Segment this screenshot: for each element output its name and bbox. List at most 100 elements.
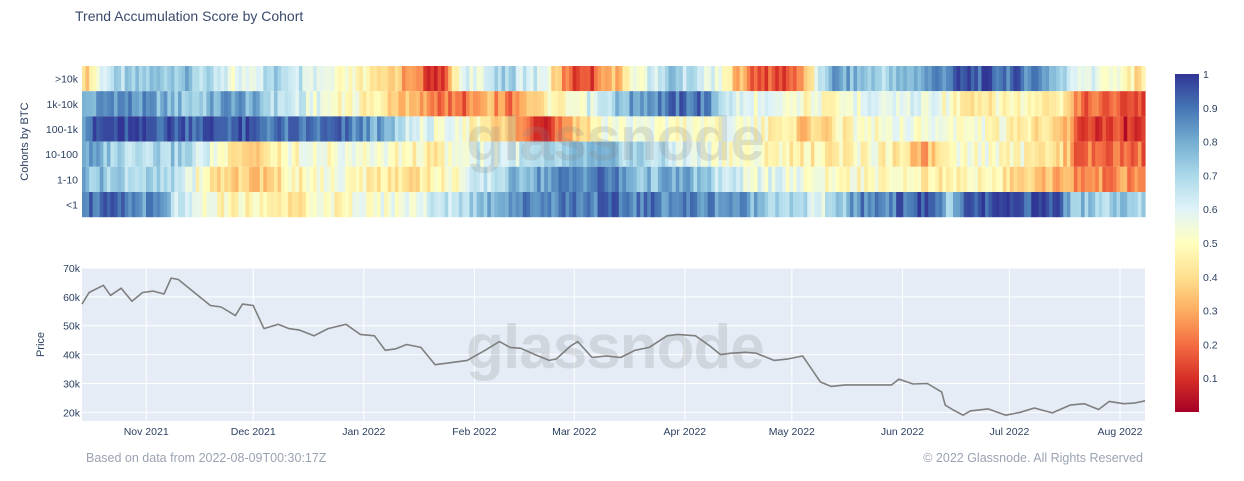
heatmap-cell[interactable] bbox=[725, 166, 730, 192]
heatmap-cell[interactable] bbox=[622, 91, 627, 117]
heatmap-cell[interactable] bbox=[1049, 166, 1054, 192]
heatmap-cell[interactable] bbox=[1027, 192, 1032, 218]
heatmap-cell[interactable] bbox=[871, 66, 876, 92]
heatmap-cell[interactable] bbox=[977, 116, 983, 142]
heatmap-cell[interactable] bbox=[1056, 116, 1061, 142]
heatmap-cell[interactable] bbox=[114, 166, 119, 192]
heatmap-cell[interactable] bbox=[149, 166, 154, 192]
heatmap-cell[interactable] bbox=[142, 192, 147, 218]
heatmap-cell[interactable] bbox=[693, 66, 698, 92]
heatmap-cell[interactable] bbox=[768, 166, 773, 192]
heatmap-cell[interactable] bbox=[1102, 66, 1107, 92]
heatmap-cell[interactable] bbox=[867, 141, 872, 167]
heatmap-cell[interactable] bbox=[249, 166, 254, 192]
heatmap-cell[interactable] bbox=[828, 192, 833, 218]
heatmap-cell[interactable] bbox=[209, 91, 215, 117]
heatmap-cell[interactable] bbox=[849, 192, 855, 218]
heatmap-cell[interactable] bbox=[1077, 141, 1082, 167]
heatmap-cell[interactable] bbox=[124, 66, 129, 92]
heatmap-cell[interactable] bbox=[650, 116, 655, 142]
heatmap-cell[interactable] bbox=[465, 66, 471, 92]
heatmap-cell[interactable] bbox=[252, 66, 257, 92]
heatmap-cell[interactable] bbox=[213, 166, 218, 192]
heatmap-cell[interactable] bbox=[960, 192, 965, 218]
heatmap-cell[interactable] bbox=[746, 166, 751, 192]
heatmap-cell[interactable] bbox=[327, 91, 332, 117]
heatmap-cell[interactable] bbox=[288, 116, 293, 142]
heatmap-cell[interactable] bbox=[537, 192, 542, 218]
heatmap-cell[interactable] bbox=[633, 91, 638, 117]
heatmap-cell[interactable] bbox=[270, 116, 275, 142]
heatmap-cell[interactable] bbox=[1041, 91, 1047, 117]
heatmap-cell[interactable] bbox=[96, 141, 101, 167]
heatmap-cell[interactable] bbox=[775, 166, 780, 192]
heatmap-cell[interactable] bbox=[810, 192, 815, 218]
heatmap-cell[interactable] bbox=[199, 141, 204, 167]
heatmap-cell[interactable] bbox=[576, 66, 581, 92]
heatmap-cell[interactable] bbox=[135, 91, 140, 117]
heatmap-cell[interactable] bbox=[362, 66, 368, 92]
heatmap-cell[interactable] bbox=[949, 141, 954, 167]
heatmap-cell[interactable] bbox=[430, 166, 435, 192]
heatmap-cell[interactable] bbox=[515, 166, 520, 192]
heatmap-cell[interactable] bbox=[138, 116, 144, 142]
heatmap-cell[interactable] bbox=[462, 141, 467, 167]
heatmap-cell[interactable] bbox=[1137, 66, 1143, 92]
heatmap-cell[interactable] bbox=[842, 166, 847, 192]
heatmap-cell[interactable] bbox=[533, 66, 538, 92]
heatmap-cell[interactable] bbox=[281, 141, 286, 167]
heatmap-cell[interactable] bbox=[181, 192, 186, 218]
heatmap-cell[interactable] bbox=[590, 166, 595, 192]
heatmap-cell[interactable] bbox=[465, 91, 471, 117]
heatmap-cell[interactable] bbox=[448, 166, 453, 192]
heatmap-cell[interactable] bbox=[455, 91, 460, 117]
heatmap-cell[interactable] bbox=[977, 66, 983, 92]
heatmap-cell[interactable] bbox=[288, 91, 293, 117]
heatmap-cell[interactable] bbox=[213, 141, 218, 167]
heatmap-cell[interactable] bbox=[320, 66, 325, 92]
heatmap-cell[interactable] bbox=[643, 192, 648, 218]
heatmap-cell[interactable] bbox=[1091, 91, 1096, 117]
heatmap-cell[interactable] bbox=[1041, 192, 1047, 218]
heatmap-cell[interactable] bbox=[291, 116, 296, 142]
heatmap-cell[interactable] bbox=[1034, 116, 1039, 142]
heatmap-cell[interactable] bbox=[270, 141, 275, 167]
heatmap-cell[interactable] bbox=[590, 141, 595, 167]
heatmap-cell[interactable] bbox=[1002, 192, 1007, 218]
heatmap-cell[interactable] bbox=[736, 91, 741, 117]
heatmap-cell[interactable] bbox=[551, 192, 556, 218]
heatmap-cell[interactable] bbox=[224, 91, 229, 117]
heatmap-cell[interactable] bbox=[817, 66, 823, 92]
heatmap-cell[interactable] bbox=[1020, 166, 1025, 192]
heatmap-cell[interactable] bbox=[860, 141, 865, 167]
heatmap-cell[interactable] bbox=[391, 66, 396, 92]
heatmap-cell[interactable] bbox=[515, 141, 520, 167]
heatmap-cell[interactable] bbox=[853, 192, 858, 218]
heatmap-cell[interactable] bbox=[1020, 66, 1025, 92]
heatmap-cell[interactable] bbox=[771, 192, 776, 218]
heatmap-cell[interactable] bbox=[611, 192, 616, 218]
heatmap-cell[interactable] bbox=[1141, 141, 1146, 167]
heatmap-cell[interactable] bbox=[238, 141, 243, 167]
heatmap-cell[interactable] bbox=[1091, 116, 1096, 142]
heatmap-cell[interactable] bbox=[249, 141, 254, 167]
heatmap-cell[interactable] bbox=[352, 166, 357, 192]
heatmap-cell[interactable] bbox=[860, 66, 865, 92]
heatmap-cell[interactable] bbox=[892, 116, 897, 142]
heatmap-cell[interactable] bbox=[885, 141, 890, 167]
heatmap-cell[interactable] bbox=[512, 66, 517, 92]
heatmap-cell[interactable] bbox=[739, 192, 744, 218]
heatmap-cell[interactable] bbox=[384, 192, 389, 218]
heatmap-cell[interactable] bbox=[327, 166, 332, 192]
heatmap-cell[interactable] bbox=[160, 166, 165, 192]
heatmap-cell[interactable] bbox=[778, 141, 783, 167]
heatmap-cell[interactable] bbox=[238, 116, 243, 142]
heatmap-cell[interactable] bbox=[995, 91, 1000, 117]
heatmap-cell[interactable] bbox=[195, 66, 200, 92]
heatmap-cell[interactable] bbox=[1013, 192, 1018, 218]
heatmap-cell[interactable] bbox=[231, 166, 236, 192]
heatmap-cell[interactable] bbox=[412, 91, 417, 117]
heatmap-cell[interactable] bbox=[906, 66, 911, 92]
heatmap-cell[interactable] bbox=[416, 116, 421, 142]
heatmap-cell[interactable] bbox=[899, 116, 904, 142]
